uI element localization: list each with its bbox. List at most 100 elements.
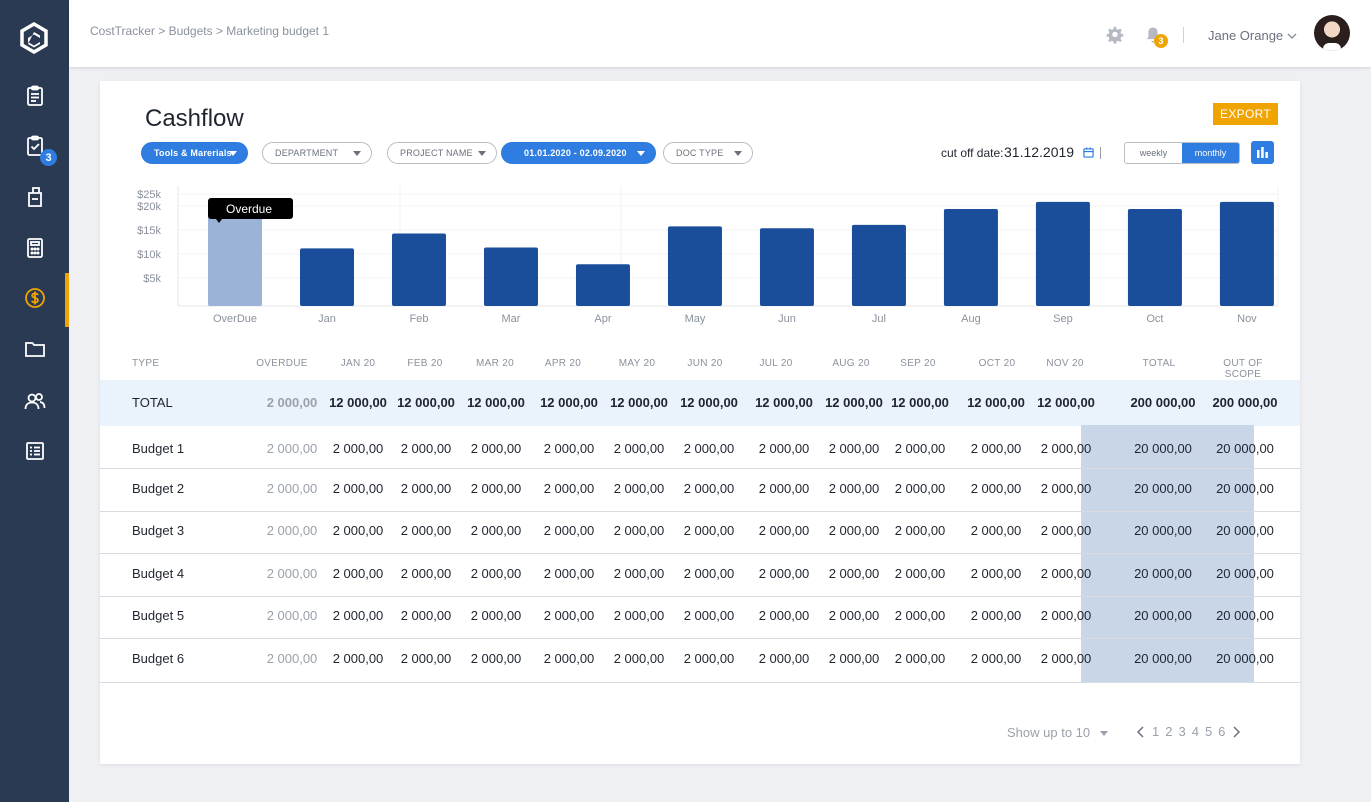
row-label: Budget 6	[132, 651, 185, 666]
x-tick-label: Aug	[961, 313, 981, 325]
filter-department[interactable]: DEPARTMENT	[262, 142, 372, 164]
table-cell: 2 000,00	[332, 481, 384, 496]
table-cell: 200 000,00	[1212, 395, 1278, 410]
sidebar-item-calculator[interactable]	[0, 223, 69, 273]
table-row[interactable]: Budget 6 2 000,00 2 000,00 2 000,00 2 000,00…	[100, 639, 1300, 683]
user-name[interactable]: Jane Orange	[1208, 28, 1284, 43]
sidebar-item-clipboard[interactable]	[0, 71, 69, 121]
table-row-total[interactable]: TOTAL 2 000,00 12 000,00 12 000,00 12 000,00…	[100, 380, 1300, 426]
page-number[interactable]: 6	[1218, 724, 1226, 739]
table-cell: 20 000,00	[1216, 566, 1274, 581]
page-number[interactable]: 2	[1165, 724, 1173, 739]
column-header[interactable]: OUT OF SCOPE	[1223, 358, 1263, 380]
column-header[interactable]: FEB 20	[407, 358, 443, 369]
table-row[interactable]: Budget 4 2 000,00 2 000,00 2 000,00 2 000,00…	[100, 554, 1300, 597]
column-header[interactable]: AUG 20	[832, 358, 870, 369]
sidebar-item-documents[interactable]	[0, 172, 69, 222]
page-number[interactable]: 3	[1178, 724, 1186, 739]
bar-feb[interactable]	[391, 233, 446, 306]
table-row[interactable]: Budget 5 2 000,00 2 000,00 2 000,00 2 000,00…	[100, 596, 1300, 639]
table-cell: 2 000,00	[332, 651, 384, 666]
cutoff-label: cut off date:	[941, 146, 1004, 160]
table-cell: 2 000,00	[400, 523, 452, 538]
column-header[interactable]: OCT 20	[978, 358, 1016, 369]
filter-date-range[interactable]: 01.01.2020 - 02.09.2020	[501, 142, 656, 164]
table-cell: 2 000,00	[332, 441, 384, 456]
page-number[interactable]: 5	[1204, 724, 1213, 739]
chevron-right-icon[interactable]	[1231, 725, 1241, 738]
toggle-monthly[interactable]: monthly	[1182, 143, 1239, 163]
chart-view-button[interactable]	[1251, 141, 1274, 164]
bar-jan[interactable]	[299, 248, 354, 306]
dollar-icon	[24, 288, 45, 308]
column-header[interactable]: TYPE	[132, 358, 160, 369]
app-logo-icon[interactable]	[19, 22, 49, 54]
page-number[interactable]: 1	[1152, 724, 1160, 739]
page-size-select[interactable]: Show up to 10	[1007, 725, 1091, 740]
caret-down-icon[interactable]	[1100, 731, 1108, 736]
table-cell: 2 000,00	[1040, 523, 1092, 538]
export-button[interactable]: EXPORT	[1213, 103, 1278, 125]
cutoff-date-value[interactable]: 31.12.2019	[1004, 144, 1075, 160]
column-header[interactable]: MAR 20	[476, 358, 514, 369]
filter-materials[interactable]: Tools & Marerials	[141, 142, 248, 164]
column-header[interactable]: OVERDUE	[256, 358, 308, 369]
bar-aug[interactable]	[943, 209, 998, 306]
table-cell: 2 000,00	[400, 441, 452, 456]
bar-oct[interactable]	[1127, 209, 1182, 306]
table-cell: 2 000,00	[266, 523, 318, 538]
y-tick-label: $10k	[137, 249, 161, 261]
filter-doc-type[interactable]: DOC TYPE	[663, 142, 753, 164]
toggle-weekly[interactable]: weekly	[1139, 148, 1168, 158]
column-header[interactable]: TOTAL	[1142, 358, 1176, 369]
calendar-icon[interactable]	[1083, 147, 1094, 158]
bar-sep[interactable]	[1035, 201, 1090, 306]
page-number[interactable]: 4	[1191, 724, 1199, 739]
filter-materials-label: Tools & Marerials	[154, 148, 232, 158]
checklist-badge: 3	[40, 149, 57, 166]
table-cell: 12 000,00	[329, 395, 387, 410]
bar-may[interactable]	[667, 226, 722, 306]
table-cell: 12 000,00	[967, 395, 1025, 410]
sidebar-item-list[interactable]	[0, 426, 69, 476]
table-cell: 20 000,00	[1134, 651, 1192, 666]
sidebar-item-users[interactable]	[0, 376, 69, 426]
table-row[interactable]: Budget 1 2 000,00 2 000,00 2 000,00 2 000,00…	[100, 426, 1300, 469]
table-cell: 20 000,00	[1134, 566, 1192, 581]
sidebar-item-cashflow[interactable]	[0, 273, 69, 327]
bar-overdue[interactable]	[208, 215, 262, 306]
column-header[interactable]: NOV 20	[1046, 358, 1084, 369]
column-header[interactable]: JUN 20	[687, 358, 723, 369]
table-cell: 2 000,00	[470, 608, 522, 623]
table-cell: 2 000,00	[758, 651, 810, 666]
table-cell: 2 000,00	[683, 481, 735, 496]
chevron-down-icon[interactable]	[1286, 30, 1298, 42]
avatar[interactable]	[1314, 15, 1350, 51]
bar-jul[interactable]	[851, 224, 906, 306]
bar-nov[interactable]	[1219, 201, 1274, 306]
sidebar-item-checklist[interactable]: 3	[0, 121, 69, 171]
table-row[interactable]: Budget 2 2 000,00 2 000,00 2 000,00 2 000,00…	[100, 469, 1300, 512]
table-cell: 20 000,00	[1134, 441, 1192, 456]
bar-jun[interactable]	[759, 228, 814, 306]
filter-project-name[interactable]: PROJECT NAME	[387, 142, 497, 164]
table-cell: 12 000,00	[397, 395, 455, 410]
column-header[interactable]: JUL 20	[759, 358, 793, 369]
column-header[interactable]: SEP 20	[900, 358, 936, 369]
sidebar-item-folder[interactable]	[0, 324, 69, 374]
table-cell: 2 000,00	[266, 608, 318, 623]
chevron-left-icon[interactable]	[1136, 725, 1146, 738]
table-cell: 2 000,00	[613, 566, 665, 581]
bar-mar[interactable]	[483, 247, 538, 306]
list-icon	[25, 442, 44, 460]
table-row[interactable]: Budget 3 2 000,00 2 000,00 2 000,00 2 000,00…	[100, 511, 1300, 554]
gear-icon[interactable]	[1105, 26, 1125, 46]
table-cell: 2 000,00	[400, 481, 452, 496]
column-header[interactable]: APR 20	[544, 358, 582, 369]
column-header[interactable]: MAY 20	[618, 358, 656, 369]
table-cell: 2 000,00	[266, 481, 318, 496]
bar-apr[interactable]	[575, 264, 630, 306]
table-cell: 2 000,00	[683, 651, 735, 666]
breadcrumb[interactable]: CostTracker > Budgets > Marketing budget…	[90, 24, 330, 38]
column-header[interactable]: JAN 20	[340, 358, 376, 369]
